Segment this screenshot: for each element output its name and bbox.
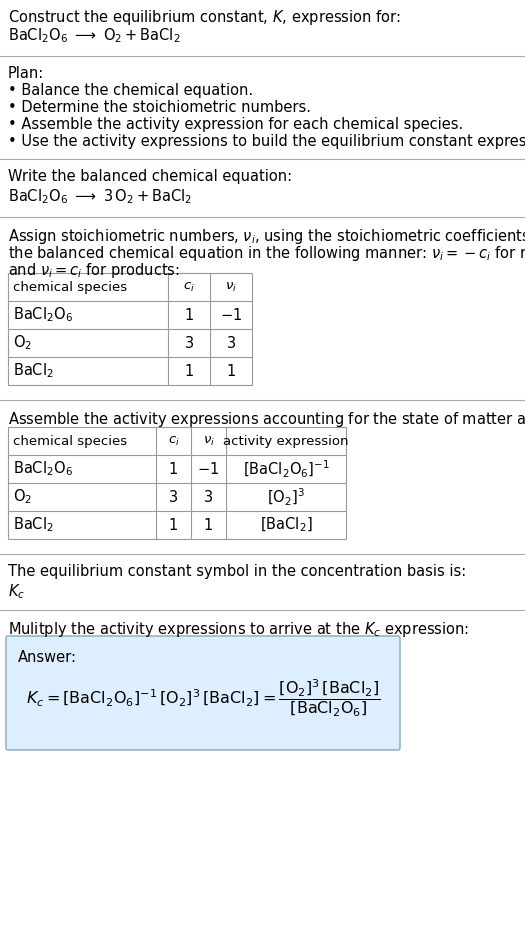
Text: $\mathrm{BaCl_2O_6}\ \longrightarrow\ 3\,\mathrm{O_2 + BaCl_2}$: $\mathrm{BaCl_2O_6}\ \longrightarrow\ 3\… — [8, 187, 192, 206]
Text: • Determine the stoichiometric numbers.: • Determine the stoichiometric numbers. — [8, 100, 311, 115]
Text: $-1$: $-1$ — [197, 461, 219, 477]
Text: 3: 3 — [204, 490, 213, 505]
Text: 1: 1 — [169, 462, 178, 477]
Text: Assemble the activity expressions accounting for the state of matter and $\nu_i$: Assemble the activity expressions accoun… — [8, 410, 525, 429]
Text: • Assemble the activity expression for each chemical species.: • Assemble the activity expression for e… — [8, 117, 463, 132]
Text: $\mathrm{O_2}$: $\mathrm{O_2}$ — [13, 334, 32, 352]
Bar — [8, 427, 346, 539]
Text: $K_c = [\mathrm{BaCl_2O_6}]^{-1}\,[\mathrm{O_2}]^3\,[\mathrm{BaCl_2}] = \dfrac{[: $K_c = [\mathrm{BaCl_2O_6}]^{-1}\,[\math… — [26, 678, 380, 718]
Text: $\nu_i$: $\nu_i$ — [203, 434, 215, 447]
Text: 1: 1 — [184, 307, 194, 322]
Text: $[\mathrm{BaCl_2}]$: $[\mathrm{BaCl_2}]$ — [260, 516, 312, 534]
Text: 3: 3 — [184, 336, 194, 351]
Text: Assign stoichiometric numbers, $\nu_i$, using the stoichiometric coefficients, $: Assign stoichiometric numbers, $\nu_i$, … — [8, 227, 525, 246]
Text: Write the balanced chemical equation:: Write the balanced chemical equation: — [8, 169, 292, 184]
Text: Answer:: Answer: — [18, 650, 77, 665]
Text: • Balance the chemical equation.: • Balance the chemical equation. — [8, 83, 253, 98]
Text: • Use the activity expressions to build the equilibrium constant expression.: • Use the activity expressions to build … — [8, 134, 525, 149]
Text: 3: 3 — [169, 490, 178, 505]
Text: Construct the equilibrium constant, $K$, expression for:: Construct the equilibrium constant, $K$,… — [8, 8, 401, 27]
Text: 1: 1 — [184, 364, 194, 379]
Text: activity expression: activity expression — [223, 434, 349, 447]
Text: $[\mathrm{BaCl_2O_6}]^{-1}$: $[\mathrm{BaCl_2O_6}]^{-1}$ — [243, 459, 329, 479]
FancyBboxPatch shape — [6, 636, 400, 750]
Text: and $\nu_i = c_i$ for products:: and $\nu_i = c_i$ for products: — [8, 261, 180, 280]
Text: $\mathrm{BaCl_2O_6}$: $\mathrm{BaCl_2O_6}$ — [13, 306, 73, 324]
Text: 1: 1 — [169, 518, 178, 532]
Text: $\mathrm{BaCl_2}$: $\mathrm{BaCl_2}$ — [13, 362, 54, 381]
Text: $\mathrm{BaCl_2}$: $\mathrm{BaCl_2}$ — [13, 516, 54, 534]
Text: $c_i$: $c_i$ — [183, 280, 195, 293]
Text: 1: 1 — [204, 518, 213, 532]
Text: The equilibrium constant symbol in the concentration basis is:: The equilibrium constant symbol in the c… — [8, 564, 466, 579]
Bar — [8, 273, 252, 385]
Text: $K_c$: $K_c$ — [8, 582, 25, 601]
Text: $\nu_i$: $\nu_i$ — [225, 280, 237, 293]
Text: $\mathrm{BaCl_2O_6}$: $\mathrm{BaCl_2O_6}$ — [13, 460, 73, 478]
Text: $c_i$: $c_i$ — [167, 434, 180, 447]
Text: 3: 3 — [226, 336, 236, 351]
Text: $-1$: $-1$ — [220, 307, 242, 323]
Text: chemical species: chemical species — [13, 280, 127, 293]
Text: $\mathrm{BaCl_2O_6}\ \longrightarrow\ \mathrm{O_2 + BaCl_2}$: $\mathrm{BaCl_2O_6}\ \longrightarrow\ \m… — [8, 26, 181, 45]
Text: chemical species: chemical species — [13, 434, 127, 447]
Text: $\mathrm{O_2}$: $\mathrm{O_2}$ — [13, 488, 32, 507]
Text: the balanced chemical equation in the following manner: $\nu_i = -c_i$ for react: the balanced chemical equation in the fo… — [8, 244, 525, 263]
Text: $[\mathrm{O_2}]^3$: $[\mathrm{O_2}]^3$ — [267, 487, 305, 508]
Text: Plan:: Plan: — [8, 66, 44, 81]
Text: Mulitply the activity expressions to arrive at the $K_c$ expression:: Mulitply the activity expressions to arr… — [8, 620, 469, 639]
Text: 1: 1 — [226, 364, 236, 379]
